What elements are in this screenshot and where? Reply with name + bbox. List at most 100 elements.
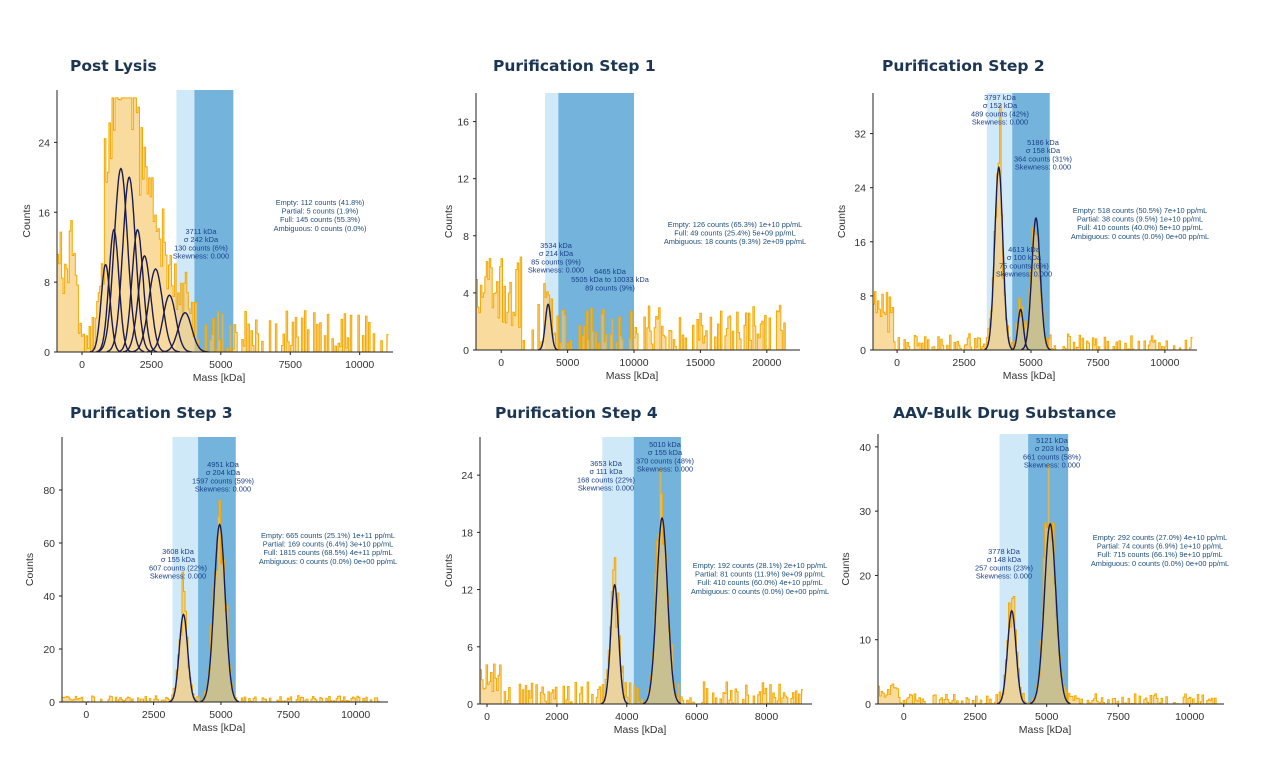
population-summary-line: Full: 1815 counts (68.5%) 4e+11 pp/mL [263,548,392,557]
peak-annotation-line: σ 155 kDa [161,555,196,564]
peak-annotation-line: σ 158 kDa [1026,146,1061,155]
population-summary-line: Partial: 74 counts (6.9%) 1e+10 pp/mL [1097,542,1223,551]
peak-annotation-line: 489 counts (42%) [971,109,1029,118]
y-tick-label: 40 [859,442,871,454]
gaussian-fit-curve [96,228,132,353]
y-axis-label: Counts [836,205,848,238]
y-tick-label: 18 [461,527,473,539]
gaussian-fit-curve [1020,216,1051,351]
gaussian-fit-curve [117,228,158,353]
population-summary-line: Ambiguous: 0 counts (0.0%) 0e+00 pp/mL [259,557,397,566]
y-tick-label: 32 [854,129,866,141]
x-tick-label: 10000 [1150,357,1179,369]
gaussian-fit-curve [122,255,167,353]
panel-title-aav-bulk-drug-substance: AAV-Bulk Drug Substance [893,404,1117,422]
peak-annotation: 3653 kDa σ 111 kDa 168 counts (22%) Skewnes… [577,459,635,493]
peak-annotation-line: σ 100 kDa [1007,253,1042,262]
population-summary-line: Empty: 112 counts (41.8%) [276,198,365,207]
panel-title-post-lysis: Post Lysis [70,57,157,75]
x-tick-label: 2000 [545,711,569,723]
y-tick-label: 16 [854,237,866,249]
population-summary-line: Empty: 192 counts (28.1%) 2e+10 pp/mL [693,561,828,570]
panel-title-purification-step-1: Purification Step 1 [493,57,656,75]
x-tick-label: 10000 [345,359,374,371]
x-tick-label: 10000 [341,709,370,721]
histogram-fill [62,500,384,702]
y-tick-label: 8 [860,291,866,303]
peak-annotation-line: 5121 kDa [1036,436,1069,445]
y-tick-label: 0 [463,345,469,357]
population-summary-line: Ambiguous: 0 counts (0.0%) 0e+00 pp/mL [1071,232,1209,241]
population-summary-line: Full: 410 counts (40.0%) 5e+10 pp/mL [1077,223,1203,232]
x-tick-label: 7500 [1107,711,1131,723]
peak-annotation-line: 130 counts (6%) [174,243,228,252]
peak-annotation: 3608 kDa σ 155 kDa 607 counts (22%) Skewnes… [149,547,207,581]
population-summary-line: Ambiguous: 0 counts (0.0%) 0e+00 pp/mL [1091,559,1229,568]
x-tick-label: 4000 [615,711,639,723]
population-summary: Empty: 518 counts (50.5%) 7e+10 pp/mL Par… [1071,206,1209,241]
peak-annotation: 5010 kDa σ 155 kDa 370 counts (48%) Skewnes… [636,440,694,474]
x-tick-label: 5000 [209,359,233,371]
population-summary-line: Empty: 665 counts (25.1%) 1e+11 pp/mL [261,531,395,540]
peak-annotation-line: σ 203 kDa [1035,444,1070,453]
population-summary: Empty: 292 counts (27.0%) 4e+10 pp/mL Par… [1091,533,1229,568]
peak-annotation-line: Skewness: 0.000 [578,484,634,493]
x-tick-label: 0 [498,357,504,369]
panel-title-purification-step-4: Purification Step 4 [495,404,658,422]
y-tick-label: 8 [44,277,50,289]
panel-title-purification-step-2: Purification Step 2 [882,57,1045,75]
y-tick-label: 24 [854,183,866,195]
gaussian-fit-curve [200,523,240,703]
y-tick-label: 0 [467,699,473,711]
empty-capsid-band [545,93,559,350]
x-tick-label: 0 [901,711,907,723]
peak-annotation-line: Skewness: 0.000 [637,465,693,474]
y-axis-label: Counts [24,553,36,586]
panel-purification-step-4: 0 2000 4000 6000 8000 0 6 12 18 24 Mass [kDa] Count… [443,437,829,736]
x-tick-label: 7500 [279,359,303,371]
population-summary: Empty: 126 counts (65.3%) 1e+10 pp/mL Ful… [664,220,806,246]
x-tick-label: 0 [894,357,900,369]
population-summary: Empty: 665 counts (25.1%) 1e+11 pp/mL Par… [259,531,397,566]
peak-annotation-line: 4613 kDa [1008,245,1041,254]
x-tick-label: 2500 [952,357,976,369]
peak-annotation-line: 3797 kDa [984,93,1017,102]
x-tick-label: 10000 [1175,711,1204,723]
peak-annotation-line: 75 counts (6%) [999,261,1049,270]
y-tick-label: 16 [457,117,469,129]
peak-annotation-line: Skewness: 0.000 [150,572,206,581]
population-summary: Empty: 192 counts (28.1%) 2e+10 pp/mL Par… [691,561,829,596]
x-axis-label: Mass [kDa] [614,724,667,736]
panel-post-lysis: 0 2500 5000 7500 10000 0 8 16 24 Mass [kDa] Counts… [21,90,393,384]
population-summary-line: Full: 145 counts (55.3%) [280,215,360,224]
gaussian-fit-curve [168,613,199,703]
gaussian-fit-curve [97,167,145,353]
peak-annotation-line: σ 155 kDa [648,448,683,457]
x-axis-label: Mass [kDa] [1003,370,1056,382]
x-tick-label: 5000 [1019,357,1043,369]
population-summary-line: Partial: 81 counts (11.9%) 9e+09 pp/mL [695,570,825,579]
peak-annotation-line: 6465 kDa [594,267,627,276]
gaussian-fit-curve [89,263,122,353]
y-axis-label: Counts [840,552,852,585]
peak-annotation-line: 5186 kDa [1027,138,1060,147]
gaussian-fit-curve [996,609,1027,705]
peak-annotation-line: Skewness: 0.000 [976,572,1032,581]
y-tick-label: 6 [467,642,473,654]
peak-annotation: 6465 kDa 5505 kDa to 10033 kDa 89 counts (… [571,267,650,292]
histogram-fill [57,97,389,352]
panel-aav-bulk-drug-substance: 0 2500 5000 7500 10000 0 10 20 30 40 Mass [kDa] Cou… [840,434,1229,736]
peak-annotation-line: 4951 kDa [207,460,240,469]
gaussian-fit-curve [1029,522,1071,705]
population-summary-line: Partial: 38 counts (9.5%) 1e+10 pp/mL [1077,215,1203,224]
y-tick-label: 24 [461,470,473,482]
peak-annotation-line: 661 counts (58%) [1023,452,1081,461]
peak-annotation-line: Skewness: 0.000 [528,266,584,275]
peak-annotation-line: 3778 kDa [988,547,1021,556]
panel-purification-step-3: 0 2500 5000 7500 10000 0 20 40 60 80 Mass [kDa] Cou… [24,437,397,734]
peak-annotation-line: 3711 kDa [185,227,217,236]
gaussian-fit-curve [146,294,192,353]
x-axis-label: Mass [kDa] [606,370,659,382]
histogram-fill [873,105,1193,350]
